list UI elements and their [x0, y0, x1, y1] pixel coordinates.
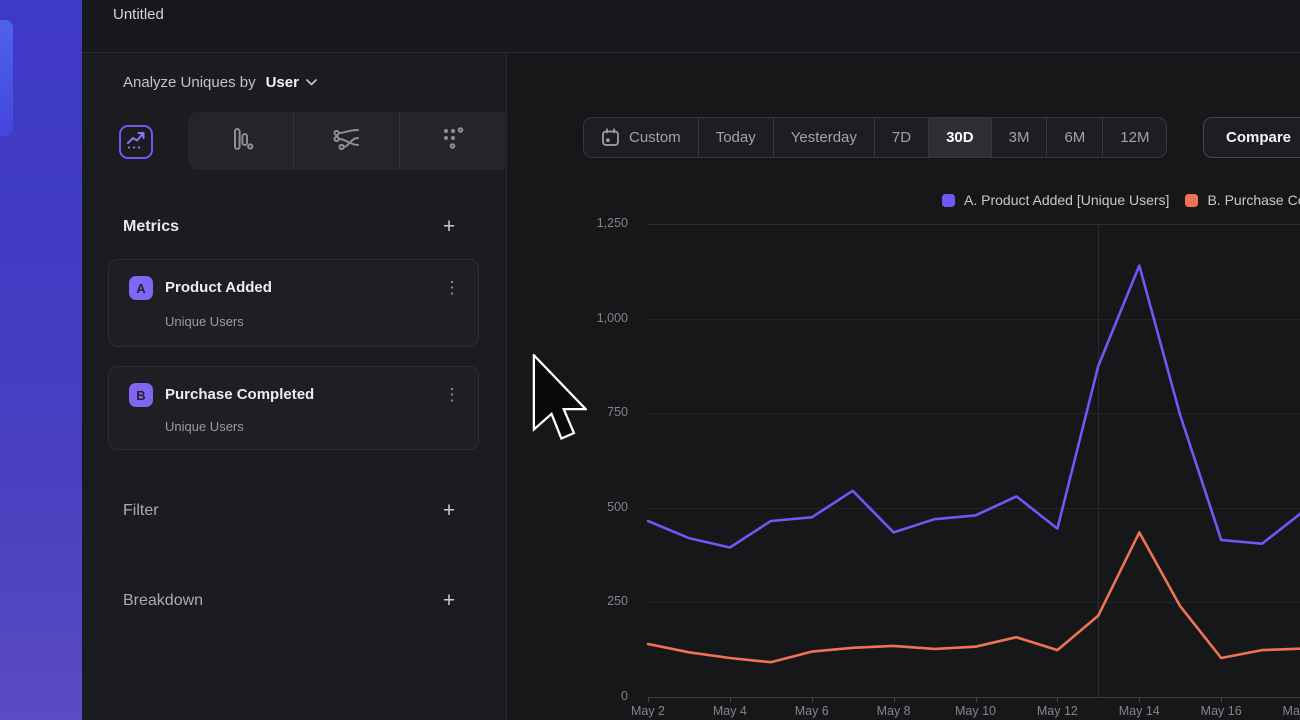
- tab-flow[interactable]: [293, 112, 399, 170]
- report-title[interactable]: Untitled: [113, 6, 164, 23]
- add-breakdown-button[interactable]: +: [437, 589, 461, 613]
- line-chart-icon: [125, 129, 147, 156]
- kebab-menu-icon[interactable]: ⋮: [442, 384, 462, 406]
- analyze-by-label: Analyze Uniques by: [123, 74, 256, 91]
- series-line: [648, 266, 1300, 548]
- top-bar: Untitled: [82, 0, 1300, 53]
- gradient-highlight: [0, 20, 13, 136]
- query-sidebar: Analyze Uniques by User: [82, 53, 507, 720]
- metric-subtitle[interactable]: Unique Users: [165, 419, 244, 434]
- add-filter-button[interactable]: +: [437, 499, 461, 523]
- filter-heading: Filter: [123, 502, 159, 520]
- kebab-menu-icon[interactable]: ⋮: [442, 277, 462, 299]
- metric-badge-b: B: [129, 383, 153, 407]
- chart-series-lines: [507, 53, 1300, 720]
- chevron-down-icon[interactable]: [306, 79, 317, 86]
- analyze-by-value[interactable]: User: [266, 74, 299, 91]
- bar-chart-icon: [227, 125, 255, 158]
- add-metric-button[interactable]: +: [437, 215, 461, 239]
- metric-name[interactable]: Product Added: [165, 279, 272, 296]
- breakdown-heading: Breakdown: [123, 592, 203, 610]
- metrics-heading: Metrics: [123, 218, 179, 236]
- analyze-by-row: Analyze Uniques by User: [82, 53, 506, 112]
- metric-name[interactable]: Purchase Completed: [165, 386, 314, 403]
- flow-icon: [332, 126, 362, 157]
- tab-bar-chart[interactable]: [188, 112, 293, 170]
- background-gradient-strip: [0, 0, 82, 720]
- tab-line-chart-selected[interactable]: [119, 125, 153, 159]
- metric-card-a[interactable]: A Product Added ⋮ Unique Users: [108, 259, 479, 347]
- mouse-cursor: [531, 354, 587, 447]
- series-line: [648, 532, 1300, 662]
- tab-metric-grid[interactable]: [399, 112, 505, 170]
- app-window: Untitled Analyze Uniques by User: [0, 0, 1300, 720]
- chart-type-tabstrip: [188, 112, 505, 170]
- metric-subtitle[interactable]: Unique Users: [165, 314, 244, 329]
- chart-panel: CustomTodayYesterday7D30D3M6M12M Compare…: [507, 53, 1300, 720]
- metric-grid-icon: [440, 126, 466, 157]
- metric-card-b[interactable]: B Purchase Completed ⋮ Unique Users: [108, 366, 479, 450]
- metric-badge-a: A: [129, 276, 153, 300]
